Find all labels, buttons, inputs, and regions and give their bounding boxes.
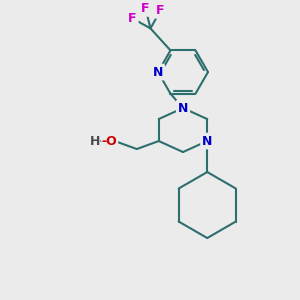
Text: -O: -O — [102, 134, 118, 148]
Text: F: F — [128, 12, 137, 25]
Text: F: F — [141, 2, 150, 15]
Text: H: H — [89, 134, 100, 148]
Text: N: N — [202, 134, 212, 148]
Text: N: N — [178, 101, 188, 115]
Text: N: N — [153, 66, 163, 79]
Text: F: F — [156, 4, 165, 17]
